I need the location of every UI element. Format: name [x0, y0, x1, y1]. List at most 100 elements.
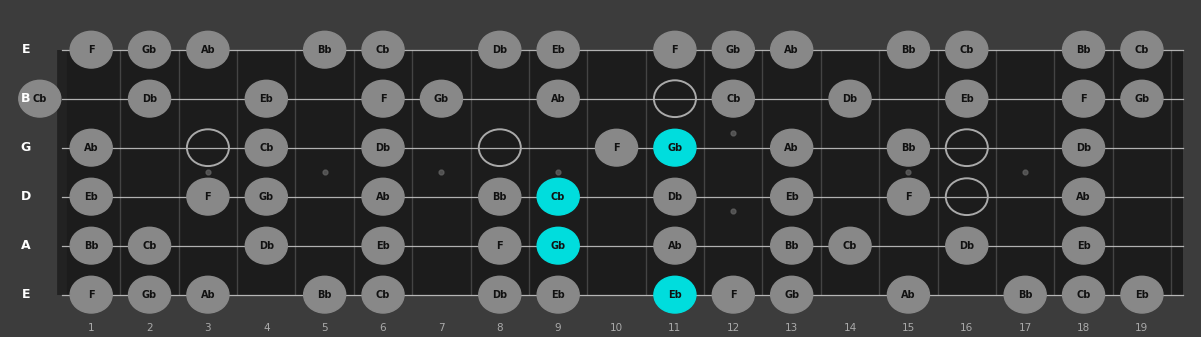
- Ellipse shape: [1063, 80, 1105, 117]
- Text: Bb: Bb: [1076, 45, 1091, 55]
- Text: F: F: [88, 290, 95, 300]
- Ellipse shape: [1121, 276, 1163, 313]
- Text: Ab: Ab: [901, 290, 915, 300]
- Text: Gb: Gb: [668, 143, 682, 153]
- Text: Ab: Ab: [84, 143, 98, 153]
- Ellipse shape: [362, 178, 404, 215]
- Text: Ab: Ab: [784, 143, 799, 153]
- Ellipse shape: [712, 80, 754, 117]
- Text: Ab: Ab: [201, 45, 215, 55]
- Text: Cb: Cb: [727, 94, 741, 104]
- Text: Db: Db: [842, 94, 858, 104]
- Text: Gb: Gb: [258, 192, 274, 202]
- Text: F: F: [1080, 94, 1087, 104]
- Ellipse shape: [362, 129, 404, 166]
- Ellipse shape: [1004, 276, 1046, 313]
- Text: Db: Db: [258, 241, 274, 251]
- Text: Bb: Bb: [901, 143, 915, 153]
- Text: Cb: Cb: [259, 143, 274, 153]
- Ellipse shape: [1121, 80, 1163, 117]
- Ellipse shape: [362, 80, 404, 117]
- Ellipse shape: [653, 178, 695, 215]
- Ellipse shape: [19, 80, 61, 117]
- Ellipse shape: [712, 276, 754, 313]
- Ellipse shape: [946, 80, 987, 117]
- Text: Db: Db: [492, 45, 507, 55]
- Text: Gb: Gb: [1135, 94, 1149, 104]
- Ellipse shape: [479, 276, 521, 313]
- Text: Bb: Bb: [317, 290, 331, 300]
- Ellipse shape: [129, 227, 171, 264]
- Text: F: F: [496, 241, 503, 251]
- Text: Ab: Ab: [551, 94, 566, 104]
- Text: 6: 6: [380, 323, 387, 333]
- Ellipse shape: [245, 129, 287, 166]
- Text: Db: Db: [142, 94, 157, 104]
- Text: E: E: [22, 288, 30, 301]
- Ellipse shape: [129, 80, 171, 117]
- Text: A: A: [20, 239, 30, 252]
- Text: Db: Db: [376, 143, 390, 153]
- Text: D: D: [20, 190, 31, 203]
- Text: Cb: Cb: [32, 94, 47, 104]
- Ellipse shape: [946, 31, 987, 68]
- Text: 9: 9: [555, 323, 562, 333]
- Ellipse shape: [888, 276, 930, 313]
- Ellipse shape: [537, 276, 579, 313]
- Ellipse shape: [1121, 31, 1163, 68]
- Text: Cb: Cb: [376, 290, 390, 300]
- Ellipse shape: [771, 178, 813, 215]
- Text: Gb: Gb: [142, 290, 157, 300]
- Text: Gb: Gb: [725, 45, 741, 55]
- Text: 16: 16: [960, 323, 974, 333]
- Text: Cb: Cb: [1076, 290, 1091, 300]
- Text: Gb: Gb: [142, 45, 157, 55]
- Text: F: F: [730, 290, 736, 300]
- Ellipse shape: [771, 31, 813, 68]
- Ellipse shape: [420, 80, 462, 117]
- Text: F: F: [614, 143, 620, 153]
- Text: G: G: [20, 141, 31, 154]
- Ellipse shape: [245, 178, 287, 215]
- Ellipse shape: [653, 276, 695, 313]
- Text: E: E: [22, 43, 30, 56]
- Ellipse shape: [70, 178, 112, 215]
- Text: 17: 17: [1018, 323, 1032, 333]
- Text: Gb: Gb: [784, 290, 799, 300]
- Ellipse shape: [596, 129, 638, 166]
- Ellipse shape: [1063, 227, 1105, 264]
- Text: Gb: Gb: [550, 241, 566, 251]
- Text: Eb: Eb: [1135, 290, 1149, 300]
- Ellipse shape: [888, 178, 930, 215]
- Text: Ab: Ab: [784, 45, 799, 55]
- Text: 10: 10: [610, 323, 623, 333]
- Ellipse shape: [362, 227, 404, 264]
- Ellipse shape: [946, 227, 987, 264]
- Ellipse shape: [771, 276, 813, 313]
- Text: Cb: Cb: [1135, 45, 1149, 55]
- FancyBboxPatch shape: [0, 16, 1201, 329]
- Ellipse shape: [70, 276, 112, 313]
- Text: Ab: Ab: [201, 290, 215, 300]
- Text: 15: 15: [902, 323, 915, 333]
- Text: F: F: [204, 192, 211, 202]
- Text: Bb: Bb: [901, 45, 915, 55]
- Ellipse shape: [1063, 129, 1105, 166]
- Text: Db: Db: [960, 241, 974, 251]
- Text: F: F: [88, 45, 95, 55]
- Ellipse shape: [245, 80, 287, 117]
- Text: Ab: Ab: [376, 192, 390, 202]
- Text: Ab: Ab: [668, 241, 682, 251]
- Text: Eb: Eb: [960, 94, 974, 104]
- Text: Bb: Bb: [784, 241, 799, 251]
- Text: Cb: Cb: [551, 192, 566, 202]
- Ellipse shape: [362, 31, 404, 68]
- Ellipse shape: [653, 31, 695, 68]
- Text: 3: 3: [204, 323, 211, 333]
- Ellipse shape: [479, 178, 521, 215]
- Ellipse shape: [829, 227, 871, 264]
- Text: 18: 18: [1077, 323, 1091, 333]
- Text: Cb: Cb: [960, 45, 974, 55]
- Ellipse shape: [1063, 31, 1105, 68]
- Text: Eb: Eb: [259, 94, 273, 104]
